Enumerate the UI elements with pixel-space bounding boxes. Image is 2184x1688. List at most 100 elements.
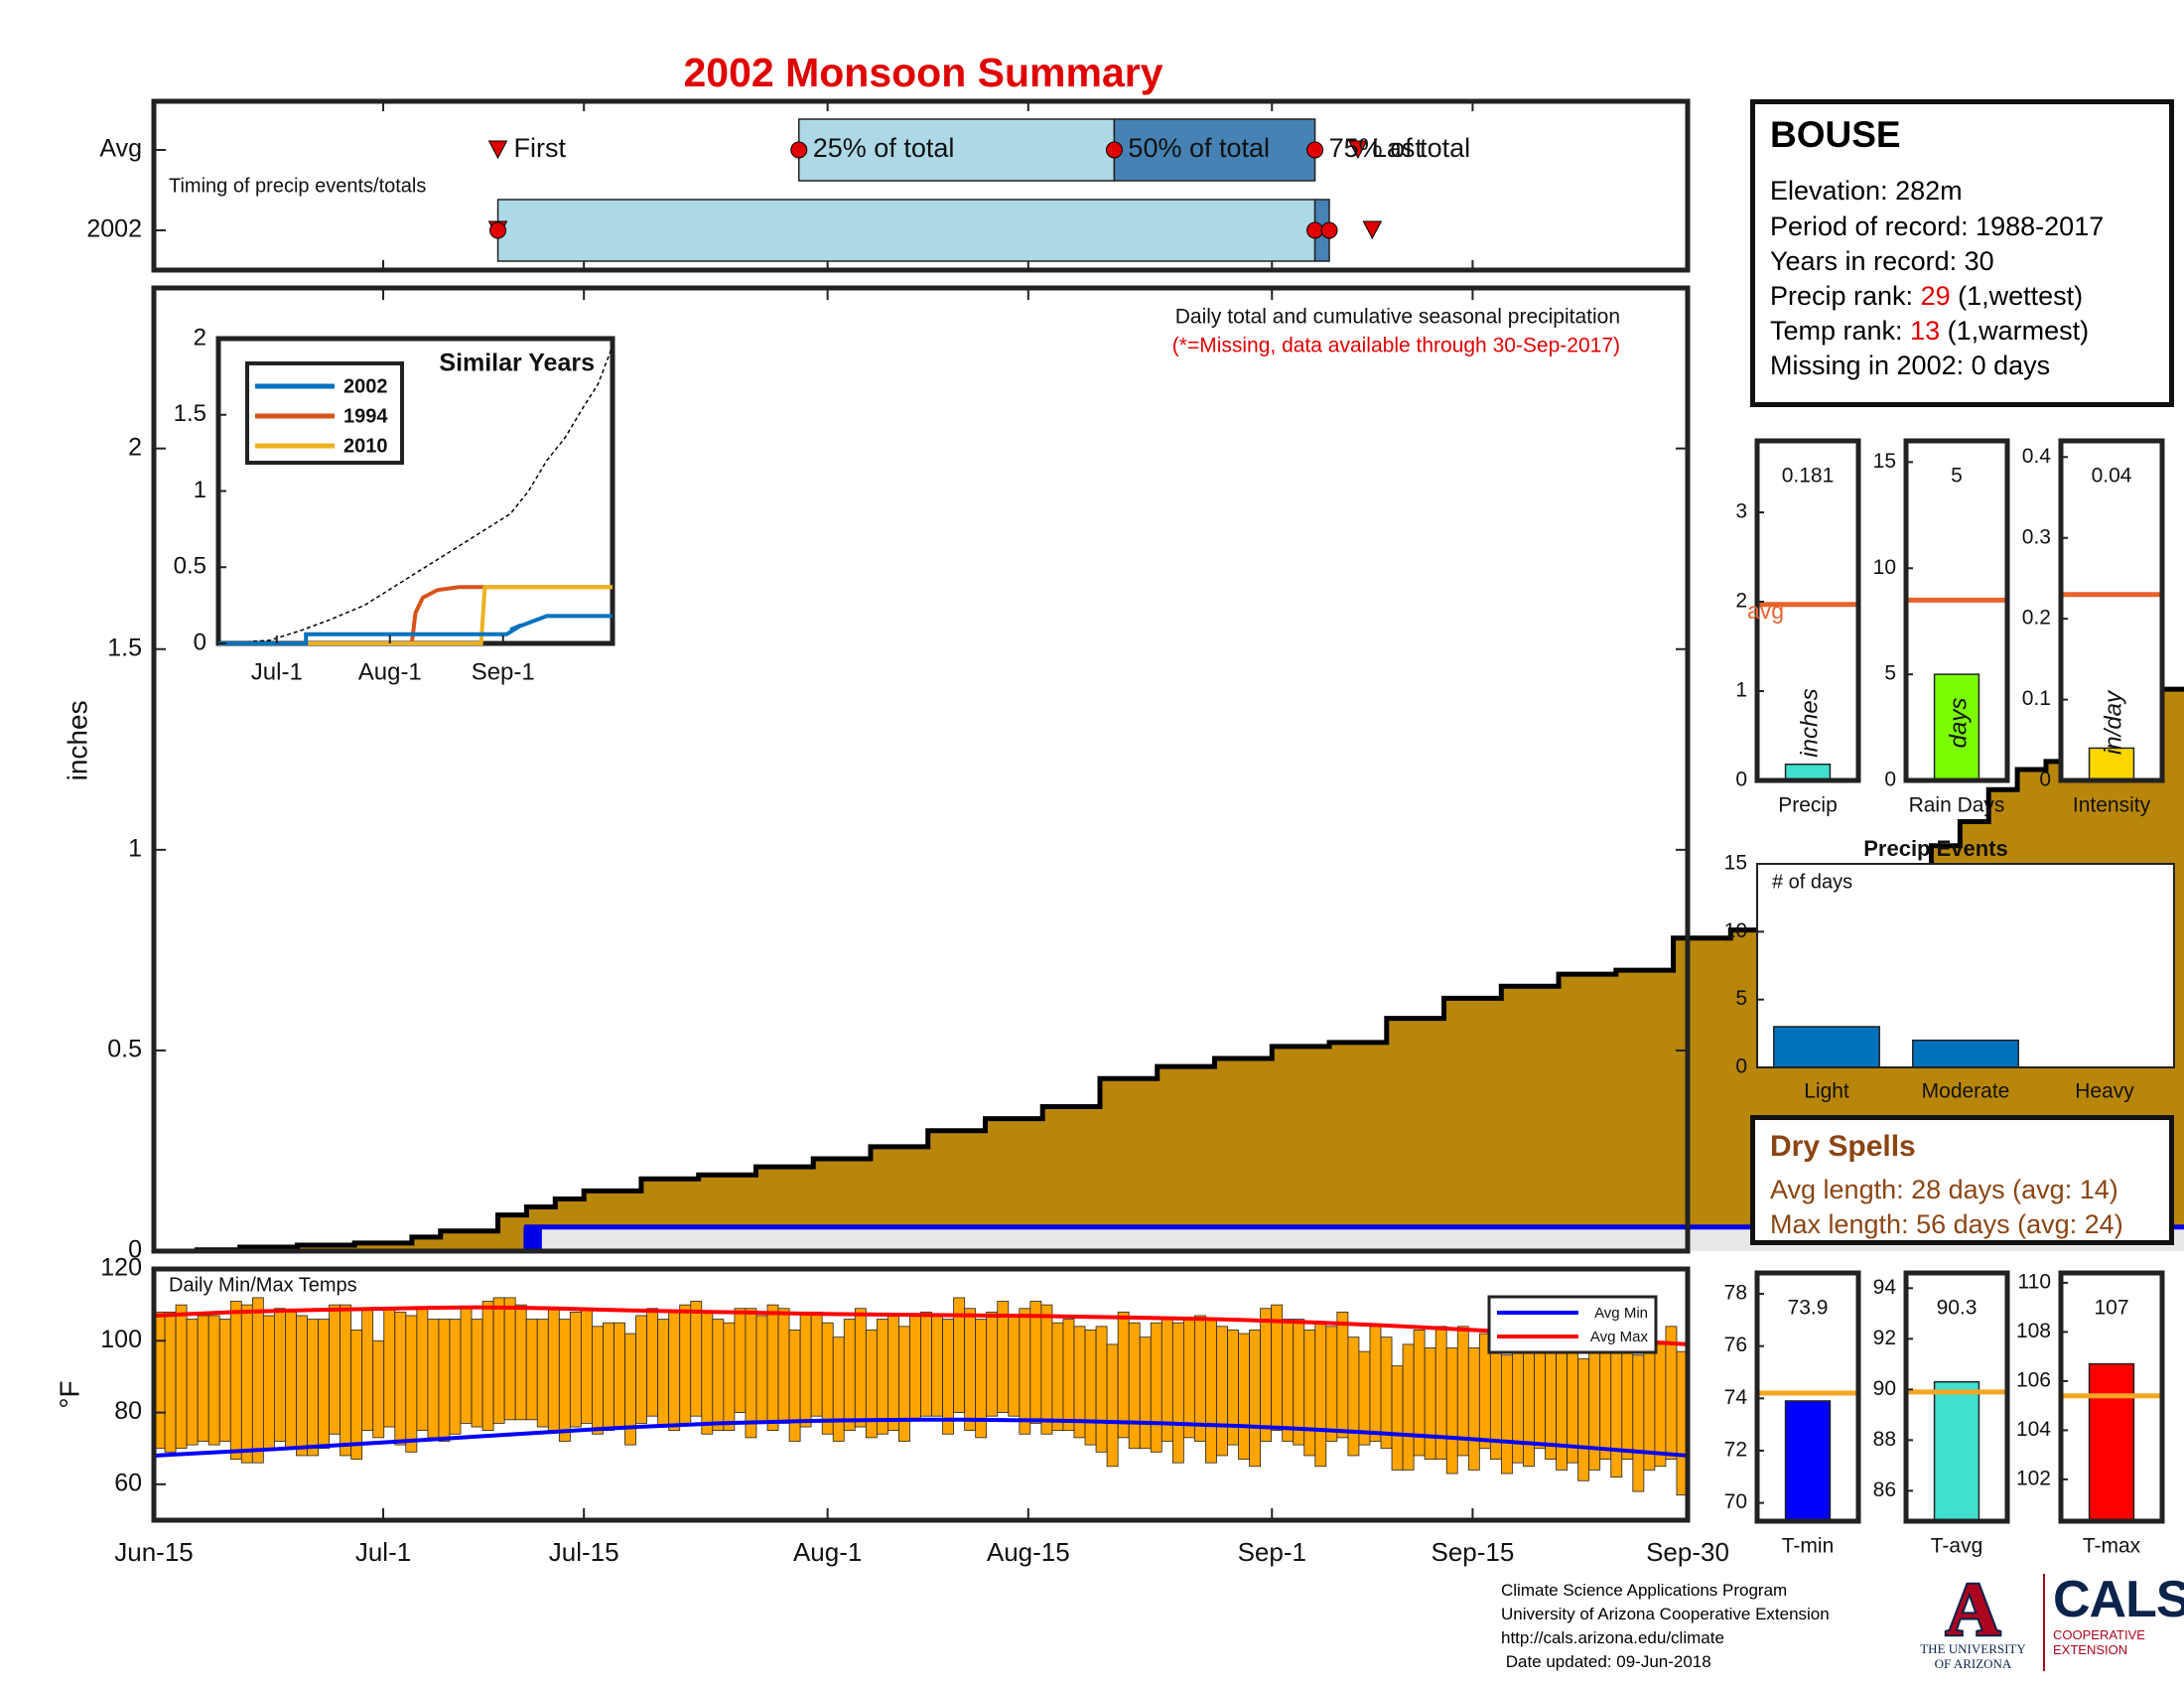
dry-spells-avg: Avg length: 28 days (avg: 14) <box>1770 1175 2118 1204</box>
temp-stat-0-ytick-label: 72 <box>1724 1438 1747 1461</box>
temp-bar <box>1347 1336 1360 1457</box>
temp-bar <box>1303 1330 1316 1457</box>
temp-bar <box>492 1297 505 1424</box>
temp-bar <box>329 1304 341 1435</box>
station-name: BOUSE <box>1770 114 1901 155</box>
logo-divider <box>2043 1574 2045 1671</box>
similar-years-ytick-label: 1 <box>194 477 206 503</box>
timing-note: Timing of precip events/totals <box>169 175 426 197</box>
timing-last-marker <box>1348 140 1368 160</box>
temp-stat-1-bar <box>1933 1380 1980 1522</box>
cals-logo: CALS COOPERATIVE EXTENSION <box>2053 1572 2184 1657</box>
precip-stat-1-ytick-label: 5 <box>1884 662 1896 685</box>
temp-bar <box>1336 1311 1349 1439</box>
similar-years-title: Similar Years <box>439 350 595 377</box>
temp-rank-label: Temp rank: <box>1770 316 1903 346</box>
precip-stat-2-ytick-label: 0.4 <box>2022 445 2052 468</box>
temp-bar <box>668 1311 681 1432</box>
events-ylabel-note: # of days <box>1772 871 1852 893</box>
temp-stat-1-ytick-label: 90 <box>1873 1377 1896 1400</box>
main-xtick-label: Sep-30 <box>1646 1537 1729 1567</box>
events-category-label: Light <box>1804 1080 1849 1103</box>
temp-bar <box>854 1308 867 1428</box>
temp-bar <box>372 1339 385 1439</box>
timing-quartile-marker <box>790 141 808 159</box>
temp-stat-2-category-label: T-max <box>2083 1535 2141 1558</box>
precip-rank: Precip rank: 29 (1,wettest) <box>1770 281 2083 312</box>
temp-bar <box>1019 1308 1031 1435</box>
precip-ylabel: inches <box>62 700 92 780</box>
precip-rank-label: Precip rank: <box>1770 281 1914 311</box>
temp-ytick-label: 80 <box>114 1397 142 1425</box>
university-logo: A THE UNIVERSITY OF ARIZONA <box>1916 1570 2030 1671</box>
temp-bar <box>1577 1357 1590 1481</box>
temp-bar <box>471 1319 483 1428</box>
precip-stat-1-ytick-label: 10 <box>1873 556 1896 579</box>
daily-precip-bar <box>523 1226 542 1251</box>
precip-panel-frame <box>151 285 1691 1254</box>
temp-stat-0-ytick-label: 78 <box>1724 1282 1747 1305</box>
main-xtick-label: Aug-15 <box>987 1537 1070 1567</box>
temp-stat-2-value-label: 107 <box>2094 1297 2128 1320</box>
precip-rank-note: (1,wettest) <box>1958 281 2084 311</box>
precip-stat-1-category-label: Rain Days <box>1909 794 2005 817</box>
temp-bar <box>657 1319 670 1428</box>
events-frame <box>1756 863 2175 1068</box>
obs-cumulative-area <box>154 1226 2184 1251</box>
temp-stat-0-value-label: 73.9 <box>1788 1297 1829 1320</box>
temp-bar <box>603 1322 614 1432</box>
temp-bar <box>1588 1347 1601 1471</box>
temp-bar <box>712 1319 725 1432</box>
precip-ytick-label: 1.5 <box>107 633 142 661</box>
timing-quartile-marker <box>1306 141 1324 159</box>
temp-bar <box>1040 1304 1053 1435</box>
temp-bar <box>1500 1354 1513 1475</box>
temp-bar <box>1325 1326 1338 1442</box>
avg-cumulative-area <box>154 689 2184 1251</box>
precip-note-line-1: Daily total and cumulative seasonal prec… <box>1175 306 1620 329</box>
temp-bar <box>449 1319 462 1435</box>
temp-bar <box>887 1315 899 1432</box>
temp-bar <box>350 1330 363 1460</box>
avg-min-line <box>153 1417 1689 1458</box>
temp-bar <box>1150 1322 1162 1453</box>
temp-bar <box>832 1336 845 1442</box>
temp-note: Daily Min/Max Temps <box>169 1274 357 1296</box>
temp-bar <box>788 1330 801 1442</box>
temp-bar <box>745 1308 757 1439</box>
temp-bar <box>340 1304 352 1457</box>
temp-stat-2-bar <box>2088 1362 2135 1522</box>
temp-stat-0-ytick-label: 70 <box>1724 1490 1747 1513</box>
similar-years-xtick-label: Jul-1 <box>251 658 303 685</box>
precip-stat-1-frame <box>1903 438 2010 783</box>
temp-bar <box>766 1304 779 1432</box>
temp-stat-1-frame <box>1903 1270 2010 1524</box>
temp-bar <box>1599 1339 1612 1460</box>
temp-rank-value: 13 <box>1910 316 1941 346</box>
temp-bar <box>285 1311 297 1450</box>
temp-bar <box>1523 1347 1535 1468</box>
temp-bar <box>1369 1326 1382 1442</box>
temp-rank: Temp rank: 13 (1,warmest) <box>1770 316 2089 347</box>
temp-stat-2-ytick-label: 108 <box>2016 1320 2051 1342</box>
temp-bar <box>273 1308 286 1442</box>
temp-bar <box>416 1308 429 1432</box>
timing-label-last: Last <box>1372 133 1424 163</box>
temp-bar <box>1556 1336 1569 1471</box>
temp-ytick-label: 60 <box>114 1469 142 1496</box>
temp-bar <box>1084 1330 1097 1446</box>
temp-bar <box>318 1319 330 1450</box>
temp-bar <box>186 1319 199 1446</box>
precip-stat-1-ytick-label: 0 <box>1884 769 1896 791</box>
temp-bar <box>1193 1315 1206 1442</box>
events-title: Precip Events <box>1863 836 2008 861</box>
temp-bar <box>1282 1319 1295 1442</box>
timing-row-label: Avg <box>99 135 142 163</box>
temp-bar <box>1260 1308 1273 1442</box>
temp-stat-0-bar <box>1784 1400 1832 1522</box>
temp-bar <box>646 1308 659 1417</box>
station-period: Period of record: 1988-2017 <box>1770 211 2105 241</box>
similar-years-series-2010 <box>218 585 613 645</box>
temp-bar <box>427 1319 440 1439</box>
temp-bar <box>986 1311 999 1417</box>
